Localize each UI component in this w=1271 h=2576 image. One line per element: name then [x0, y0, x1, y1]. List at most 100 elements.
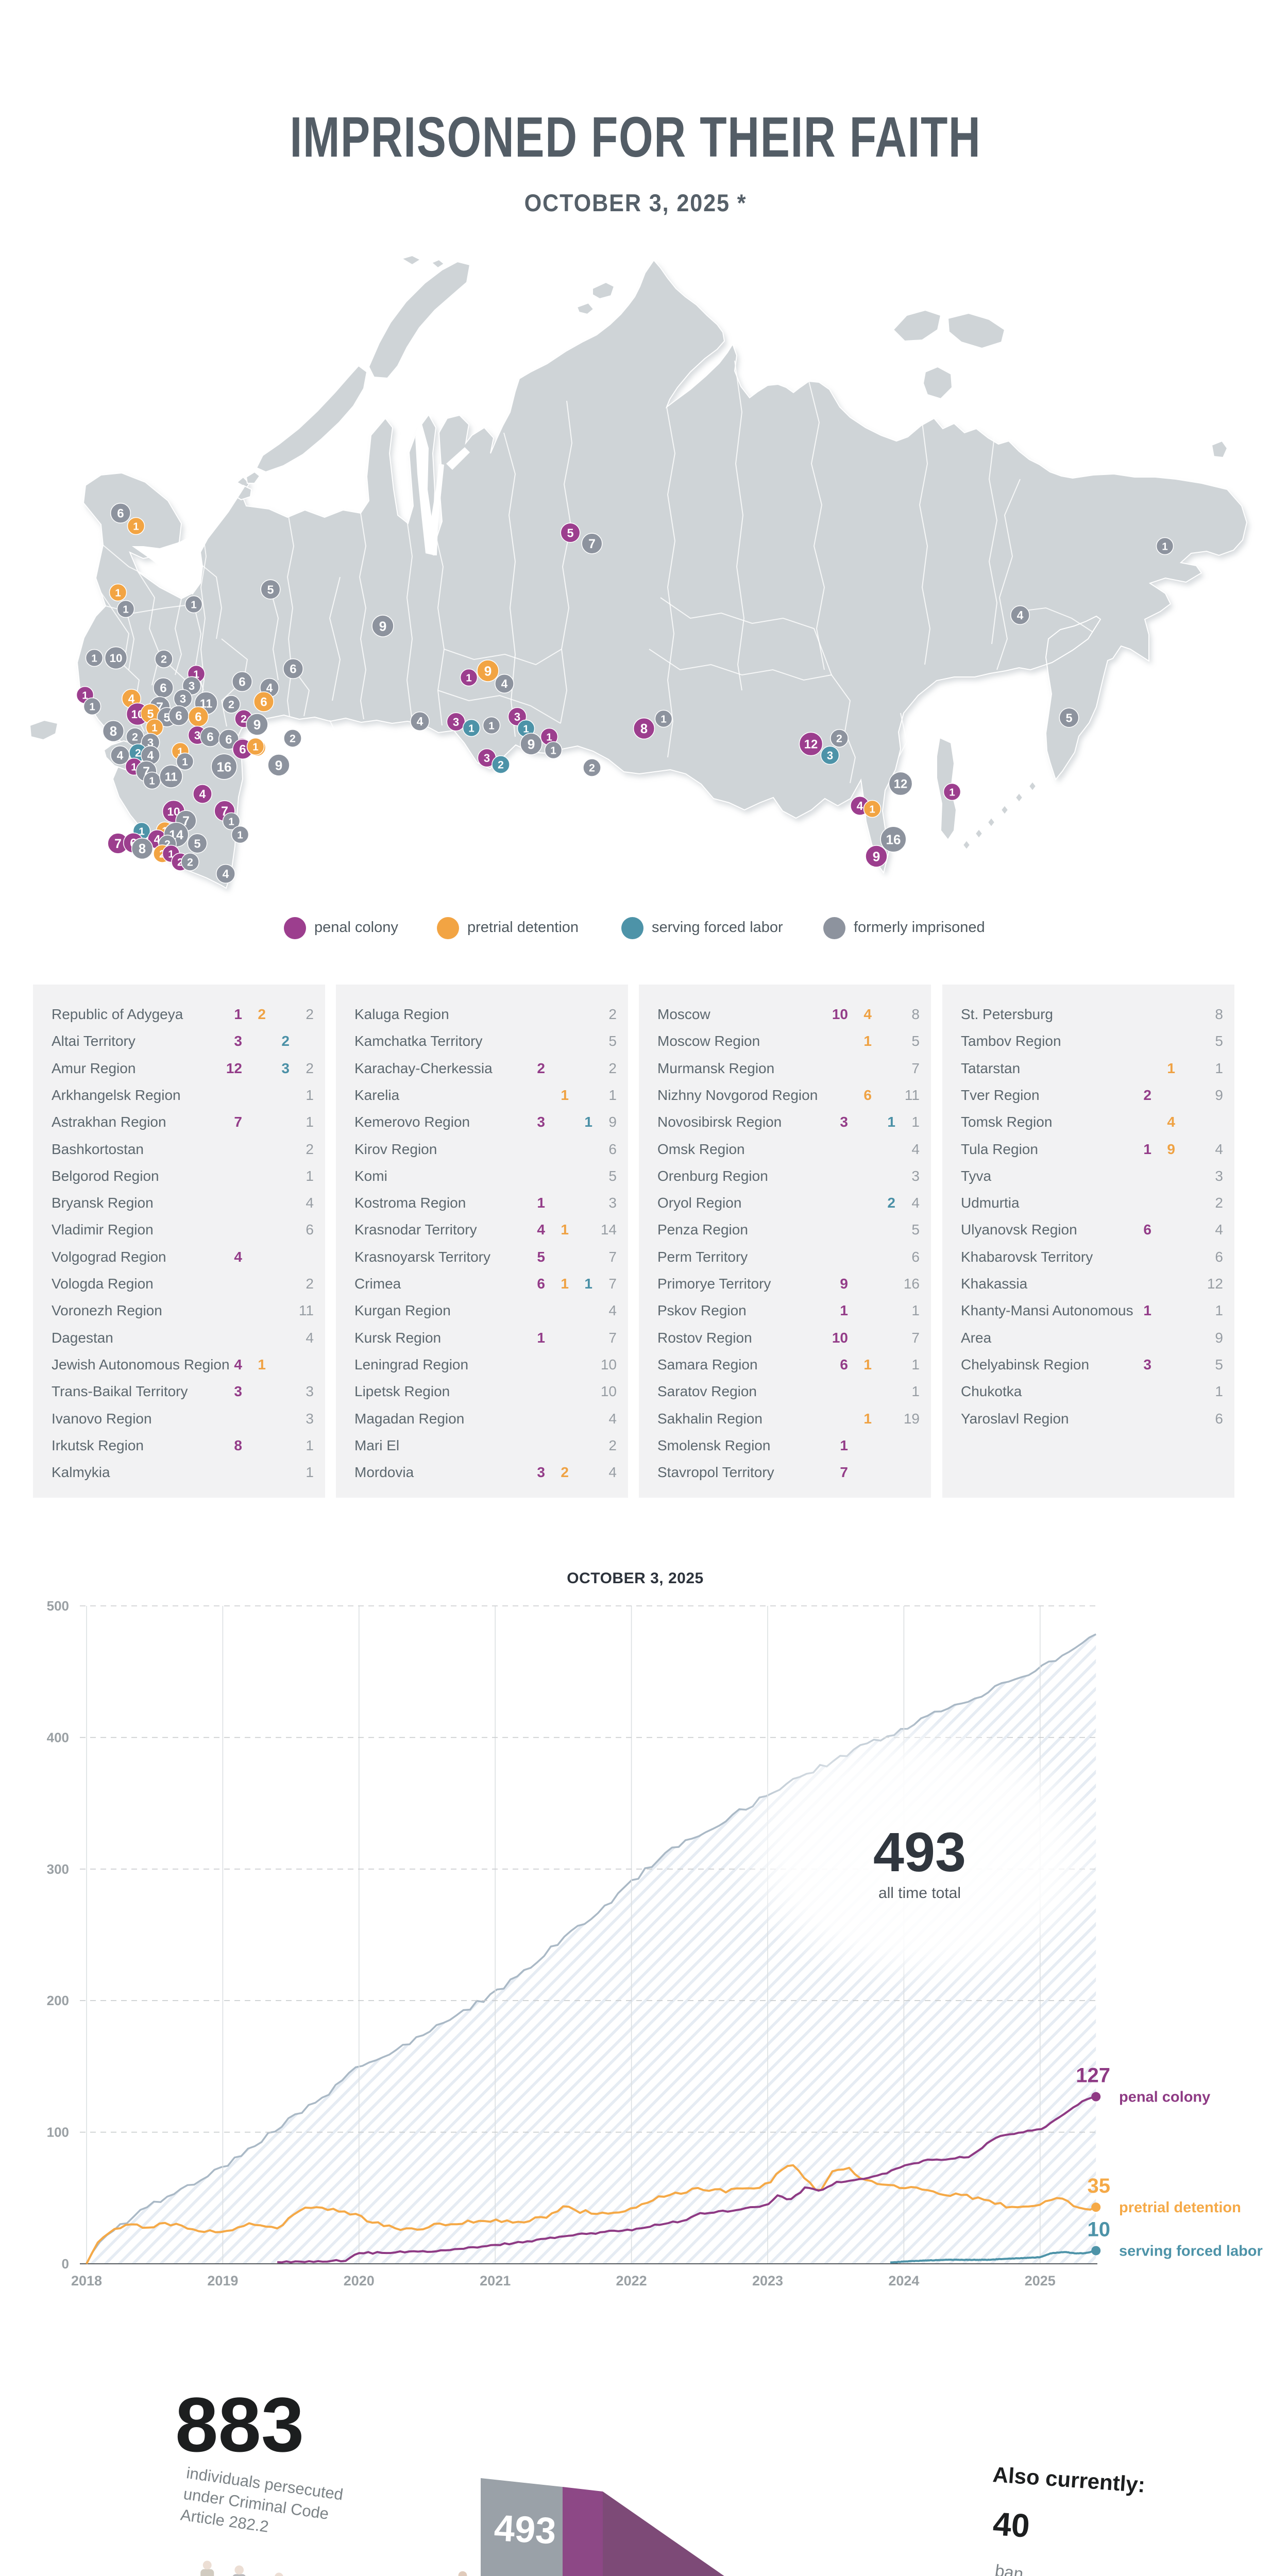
svg-text:4: 4 — [501, 677, 508, 690]
svg-text:1: 1 — [89, 701, 95, 713]
svg-text:40: 40 — [992, 2505, 1031, 2545]
svg-text:1: 1 — [869, 803, 875, 815]
svg-text:2: 2 — [187, 856, 193, 869]
svg-text:OCTOBER 3, 2025: OCTOBER 3, 2025 — [567, 1570, 703, 1587]
svg-text:4: 4 — [199, 787, 206, 801]
svg-text:35: 35 — [1088, 2175, 1111, 2197]
svg-text:6: 6 — [175, 709, 182, 723]
svg-text:1: 1 — [139, 825, 145, 837]
svg-text:400: 400 — [47, 1730, 69, 1745]
svg-text:7: 7 — [588, 537, 596, 551]
svg-text:1: 1 — [228, 816, 234, 827]
svg-text:2: 2 — [135, 747, 141, 759]
svg-text:1: 1 — [149, 775, 155, 787]
svg-text:2022: 2022 — [616, 2273, 647, 2289]
svg-text:127: 127 — [1076, 2064, 1110, 2087]
svg-text:1: 1 — [660, 713, 667, 725]
svg-text:pretrial detention: pretrial detention — [1119, 2199, 1241, 2216]
svg-text:2018: 2018 — [71, 2273, 102, 2289]
svg-text:3: 3 — [827, 749, 833, 762]
svg-text:1: 1 — [466, 672, 472, 684]
svg-text:2: 2 — [241, 713, 247, 725]
svg-text:493: 493 — [873, 1821, 966, 1883]
svg-text:4: 4 — [117, 749, 124, 762]
svg-text:5: 5 — [147, 707, 154, 720]
svg-text:2021: 2021 — [480, 2273, 511, 2289]
svg-text:2: 2 — [132, 731, 138, 743]
svg-text:6: 6 — [195, 710, 201, 724]
svg-text:5: 5 — [194, 837, 200, 850]
svg-text:5: 5 — [267, 583, 274, 596]
svg-text:2024: 2024 — [888, 2273, 919, 2289]
svg-text:6: 6 — [239, 675, 245, 689]
svg-text:12: 12 — [804, 738, 818, 752]
svg-text:493: 493 — [493, 2507, 557, 2552]
svg-text:16: 16 — [217, 759, 232, 774]
svg-text:1: 1 — [191, 599, 197, 611]
svg-text:1: 1 — [151, 722, 158, 734]
svg-text:16: 16 — [886, 832, 901, 847]
svg-text:2025: 2025 — [1025, 2273, 1056, 2289]
svg-text:1: 1 — [550, 744, 556, 756]
svg-text:1: 1 — [252, 741, 259, 753]
svg-text:2023: 2023 — [752, 2273, 783, 2289]
svg-text:Also currently:: Also currently: — [992, 2462, 1146, 2497]
svg-text:3: 3 — [180, 692, 186, 705]
svg-text:6: 6 — [225, 733, 232, 747]
svg-text:6: 6 — [160, 682, 166, 696]
svg-text:0: 0 — [62, 2256, 69, 2272]
svg-text:4: 4 — [266, 681, 273, 694]
svg-text:serving forced labor: serving forced labor — [1119, 2243, 1263, 2259]
svg-text:8: 8 — [640, 722, 648, 736]
svg-text:4: 4 — [1017, 608, 1024, 622]
svg-text:4: 4 — [223, 867, 229, 880]
svg-text:3: 3 — [453, 716, 459, 728]
svg-text:300: 300 — [47, 1861, 69, 1877]
svg-text:3: 3 — [189, 680, 195, 692]
svg-text:7: 7 — [114, 837, 122, 851]
svg-text:6: 6 — [239, 743, 246, 757]
svg-text:500: 500 — [47, 1598, 69, 1614]
svg-text:8: 8 — [139, 842, 146, 856]
svg-text:5: 5 — [567, 526, 573, 539]
svg-text:1: 1 — [546, 731, 552, 743]
svg-text:1: 1 — [82, 689, 88, 701]
svg-text:2020: 2020 — [344, 2273, 375, 2289]
svg-text:penal colony: penal colony — [1119, 2089, 1210, 2106]
svg-text:1: 1 — [177, 745, 183, 757]
svg-text:4: 4 — [857, 799, 863, 812]
svg-text:2: 2 — [836, 733, 842, 745]
svg-text:9: 9 — [275, 757, 283, 773]
svg-text:6: 6 — [260, 696, 267, 709]
svg-text:2: 2 — [228, 699, 234, 711]
svg-text:1: 1 — [123, 603, 129, 615]
svg-text:1: 1 — [523, 723, 529, 735]
svg-text:10: 10 — [1088, 2218, 1111, 2241]
svg-text:9: 9 — [528, 736, 535, 752]
svg-text:2: 2 — [290, 733, 296, 745]
svg-text:1: 1 — [182, 756, 188, 768]
svg-text:9: 9 — [379, 618, 387, 634]
svg-text:1: 1 — [488, 720, 495, 732]
svg-text:4: 4 — [147, 749, 154, 762]
svg-text:3: 3 — [514, 710, 520, 723]
svg-text:8: 8 — [110, 724, 117, 739]
svg-text:all time total: all time total — [878, 1885, 961, 1902]
svg-text:883: 883 — [175, 2381, 304, 2468]
svg-text:6: 6 — [290, 663, 296, 676]
svg-text:1: 1 — [133, 520, 139, 532]
svg-text:9: 9 — [484, 663, 492, 679]
svg-text:10: 10 — [109, 652, 122, 665]
svg-text:1: 1 — [237, 829, 243, 841]
svg-text:1: 1 — [115, 587, 121, 599]
svg-text:1: 1 — [91, 652, 97, 664]
svg-text:ban: ban — [994, 2561, 1025, 2576]
svg-text:2: 2 — [161, 653, 167, 666]
svg-text:1: 1 — [949, 786, 955, 798]
svg-text:3: 3 — [194, 729, 200, 742]
svg-text:4: 4 — [417, 715, 423, 728]
svg-text:1: 1 — [168, 848, 174, 860]
svg-text:5: 5 — [1065, 711, 1072, 724]
svg-text:1: 1 — [131, 761, 137, 773]
svg-text:12: 12 — [894, 778, 907, 791]
